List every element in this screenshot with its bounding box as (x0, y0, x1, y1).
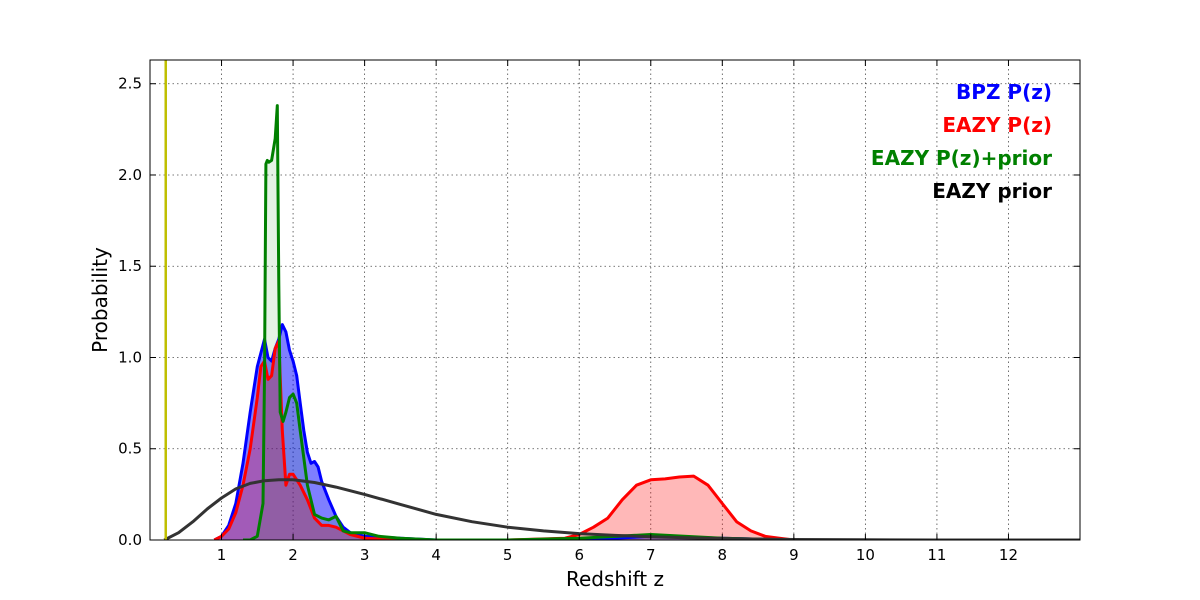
y-tick-label-2: 1.0 (118, 348, 142, 366)
legend-entry-3: EAZY prior (932, 179, 1052, 203)
x-tick-label-10: 11 (927, 546, 946, 564)
series-line-bpz-p-z (213, 323, 1080, 540)
x-tick-label-8: 9 (789, 546, 799, 564)
grid (150, 60, 1080, 540)
y-tick-label-1: 0.5 (118, 440, 142, 458)
x-tick-label-7: 8 (718, 546, 728, 564)
x-tick-label-9: 10 (856, 546, 875, 564)
x-tick-label-3: 4 (431, 546, 441, 564)
series-line-eazy-p-z-prior (243, 104, 1080, 540)
y-tick-label-0: 0.0 (118, 531, 142, 549)
series-fill-eazy-p-z (214, 341, 1080, 540)
x-axis-title: Redshift z (566, 567, 664, 591)
series-fill-bpz-p-z (214, 324, 1080, 540)
x-tick-label-4: 5 (503, 546, 513, 564)
x-tick-label-2: 3 (360, 546, 370, 564)
y-tick-label-4: 2.0 (118, 166, 142, 184)
plot-frame (149, 59, 1081, 541)
y-axis-title: Probability (88, 247, 112, 353)
series-fill-eazy-p-z-prior (243, 105, 1080, 540)
x-tick-label-5: 6 (574, 546, 584, 564)
legend-entry-0: BPZ P(z) (956, 80, 1052, 104)
y-tick-label-5: 2.5 (118, 75, 142, 93)
legend-entry-2: EAZY P(z)+prior (871, 146, 1052, 170)
y-tick-label-3: 1.5 (118, 257, 142, 275)
legend: BPZ P(z) EAZY P(z) EAZY P(z)+prior EAZY pri… (871, 80, 1052, 203)
x-tick-label-0: 1 (217, 546, 227, 564)
ticks: 1 2 3 4 5 6 7 8 9 10 11 120.00.51.01.52.02.5 (118, 60, 1080, 564)
series-lines (163, 104, 1080, 540)
x-tick-label-1: 2 (288, 546, 298, 564)
x-tick-label-11: 12 (999, 546, 1018, 564)
series-fills (214, 105, 1080, 540)
legend-entry-1: EAZY P(z) (942, 113, 1052, 137)
x-tick-label-6: 7 (646, 546, 656, 564)
series-line-eazy-prior (163, 478, 1080, 540)
